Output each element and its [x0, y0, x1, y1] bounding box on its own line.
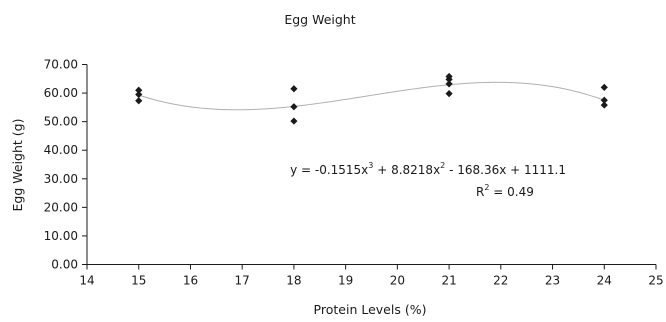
chart-title: Egg Weight [284, 12, 355, 27]
x-tick-label: 21 [441, 274, 456, 288]
x-tick-label: 25 [648, 274, 663, 288]
trendline-curve [138, 81, 605, 111]
y-tick-label: 10.00 [44, 229, 78, 243]
data-point-marker [445, 75, 453, 83]
data-point-marker [290, 85, 298, 93]
data-point-marker [135, 97, 143, 105]
y-axis-ticks: 0.00 10.00 20.00 30.00 40.00 50.00 60.00 70.00 [44, 58, 87, 272]
x-tick-label: 22 [493, 274, 508, 288]
y-tick-label: 60.00 [44, 86, 78, 100]
data-point-marker [290, 103, 298, 111]
x-tick-label: 24 [597, 274, 612, 288]
data-point-marker [600, 96, 608, 104]
y-tick-label: 0.00 [51, 258, 78, 272]
data-point-marker [135, 90, 143, 99]
y-tick-label: 30.00 [44, 172, 78, 186]
y-tick-label: 70.00 [44, 58, 78, 72]
data-point-marker [135, 86, 143, 94]
y-axis-title: Egg Weight (g) [10, 119, 25, 212]
x-tick-label: 15 [131, 274, 146, 288]
x-tick-label: 17 [235, 274, 250, 288]
y-tick-label: 50.00 [44, 115, 78, 129]
data-point-marker [290, 117, 298, 125]
data-point-marker [600, 83, 608, 91]
y-tick-label: 20.00 [44, 200, 78, 214]
x-tick-label: 16 [183, 274, 198, 288]
x-tick-label: 14 [79, 274, 94, 288]
data-point-marker [445, 80, 453, 88]
r-squared-text: R2 = 0.49 [476, 183, 534, 199]
x-axis-label: Protein Levels (%) [314, 302, 427, 317]
y-axis-label: Egg Weight (g) [10, 119, 25, 212]
x-tick-label: 18 [286, 274, 301, 288]
x-axis-ticks: 14 15 16 17 18 19 20 21 22 23 24 25 [79, 264, 664, 288]
data-point-marker [600, 101, 608, 109]
x-tick-label: 20 [390, 274, 405, 288]
x-tick-label: 23 [545, 274, 560, 288]
data-points [135, 72, 608, 125]
equation-text: y = -0.1515x3 + 8.8218x2 - 168.36x + 111… [290, 161, 566, 177]
data-point-marker [445, 90, 453, 98]
x-tick-label: 19 [338, 274, 353, 288]
trendline-equation: y = -0.1515x3 + 8.8218x2 - 168.36x + 111… [290, 161, 566, 199]
y-tick-label: 40.00 [44, 143, 78, 157]
